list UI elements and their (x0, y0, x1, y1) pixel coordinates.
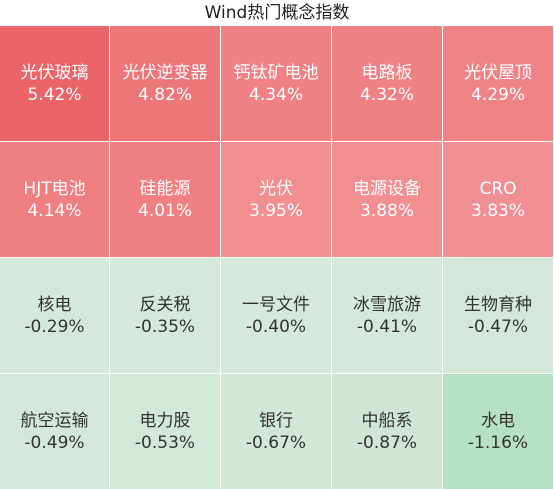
concept-change: 4.82% (137, 84, 192, 105)
heatmap-cell: 水电 -1.16% (443, 374, 553, 489)
heatmap-cell: 中船系 -0.87% (332, 374, 442, 489)
concept-name: 光伏屋顶 (464, 62, 532, 83)
concept-name: 钙钛矿电池 (233, 62, 319, 83)
concept-change: 4.32% (359, 84, 414, 105)
heatmap-cell: 一号文件 -0.40% (221, 258, 331, 373)
concept-change: 4.01% (137, 200, 192, 221)
heatmap-cell: CRO 3.83% (443, 142, 553, 257)
heatmap-cell: 硅能源 4.01% (110, 142, 220, 257)
concept-change: 3.88% (359, 200, 414, 221)
concept-name: 核电 (37, 294, 72, 315)
concept-name: 光伏 (259, 178, 293, 199)
concept-name: 电路板 (361, 62, 413, 83)
concept-name: CRO (479, 178, 517, 199)
concept-name: 银行 (259, 410, 293, 431)
concept-change: -0.29% (24, 316, 85, 337)
concept-name: 反关税 (139, 294, 191, 315)
concept-change: -0.87% (356, 432, 418, 453)
concept-change: -0.49% (24, 432, 85, 453)
concept-name: 光伏玻璃 (20, 62, 89, 83)
chart-title: Wind热门概念指数 (0, 0, 554, 26)
concept-name: 一号文件 (242, 294, 310, 315)
concept-name: 电源设备 (353, 178, 421, 199)
concept-change: -0.53% (134, 432, 196, 453)
concept-change: 4.14% (27, 200, 82, 221)
heatmap-cell: 电源设备 3.88% (332, 142, 442, 257)
concept-change: 3.83% (470, 200, 525, 221)
concept-change: -0.47% (467, 316, 529, 337)
concept-change: 4.29% (470, 84, 525, 105)
heatmap-cell: 反关税 -0.35% (110, 258, 220, 373)
heatmap-cell: 银行 -0.67% (221, 374, 331, 489)
concept-name: 电力股 (139, 410, 191, 431)
heatmap-cell: 冰雪旅游 -0.41% (332, 258, 442, 373)
heatmap-cell: 光伏屋顶 4.29% (443, 26, 553, 141)
heatmap-cell: 生物育种 -0.47% (443, 258, 553, 373)
concept-change: -0.35% (134, 316, 196, 337)
concept-change: 5.42% (27, 84, 82, 105)
heatmap-cell: 光伏逆变器 4.82% (110, 26, 220, 141)
heatmap-cell: 核电 -0.29% (0, 258, 109, 373)
concept-change: -0.41% (356, 316, 418, 337)
concept-name: 光伏逆变器 (122, 62, 208, 83)
concept-name: 中船系 (361, 410, 413, 431)
heatmap-cell: HJT电池 4.14% (0, 142, 109, 257)
concept-change: -0.40% (245, 316, 307, 337)
heatmap-cell: 光伏 3.95% (221, 142, 331, 257)
heatmap-cell: 钙钛矿电池 4.34% (221, 26, 331, 141)
concept-name: 生物育种 (464, 294, 532, 315)
concept-name: 冰雪旅游 (353, 294, 421, 315)
heatmap-cell: 航空运输 -0.49% (0, 374, 109, 489)
concept-name: HJT电池 (23, 178, 86, 199)
concept-change: -0.67% (245, 432, 307, 453)
concept-change: 4.34% (248, 84, 303, 105)
concept-name: 水电 (481, 410, 515, 431)
concept-name: 硅能源 (139, 178, 191, 199)
heatmap-cell: 光伏玻璃 5.42% (0, 26, 109, 141)
heatmap-grid: 光伏玻璃 5.42% 光伏逆变器 4.82% 钙钛矿电池 4.34% 电路板 4.32% 光伏屋… (0, 26, 554, 489)
concept-change: -1.16% (467, 432, 529, 453)
heatmap-cell: 电力股 -0.53% (110, 374, 220, 489)
concept-name: 航空运输 (20, 410, 89, 431)
concept-change: 3.95% (248, 200, 303, 221)
heatmap-cell: 电路板 4.32% (332, 26, 442, 141)
